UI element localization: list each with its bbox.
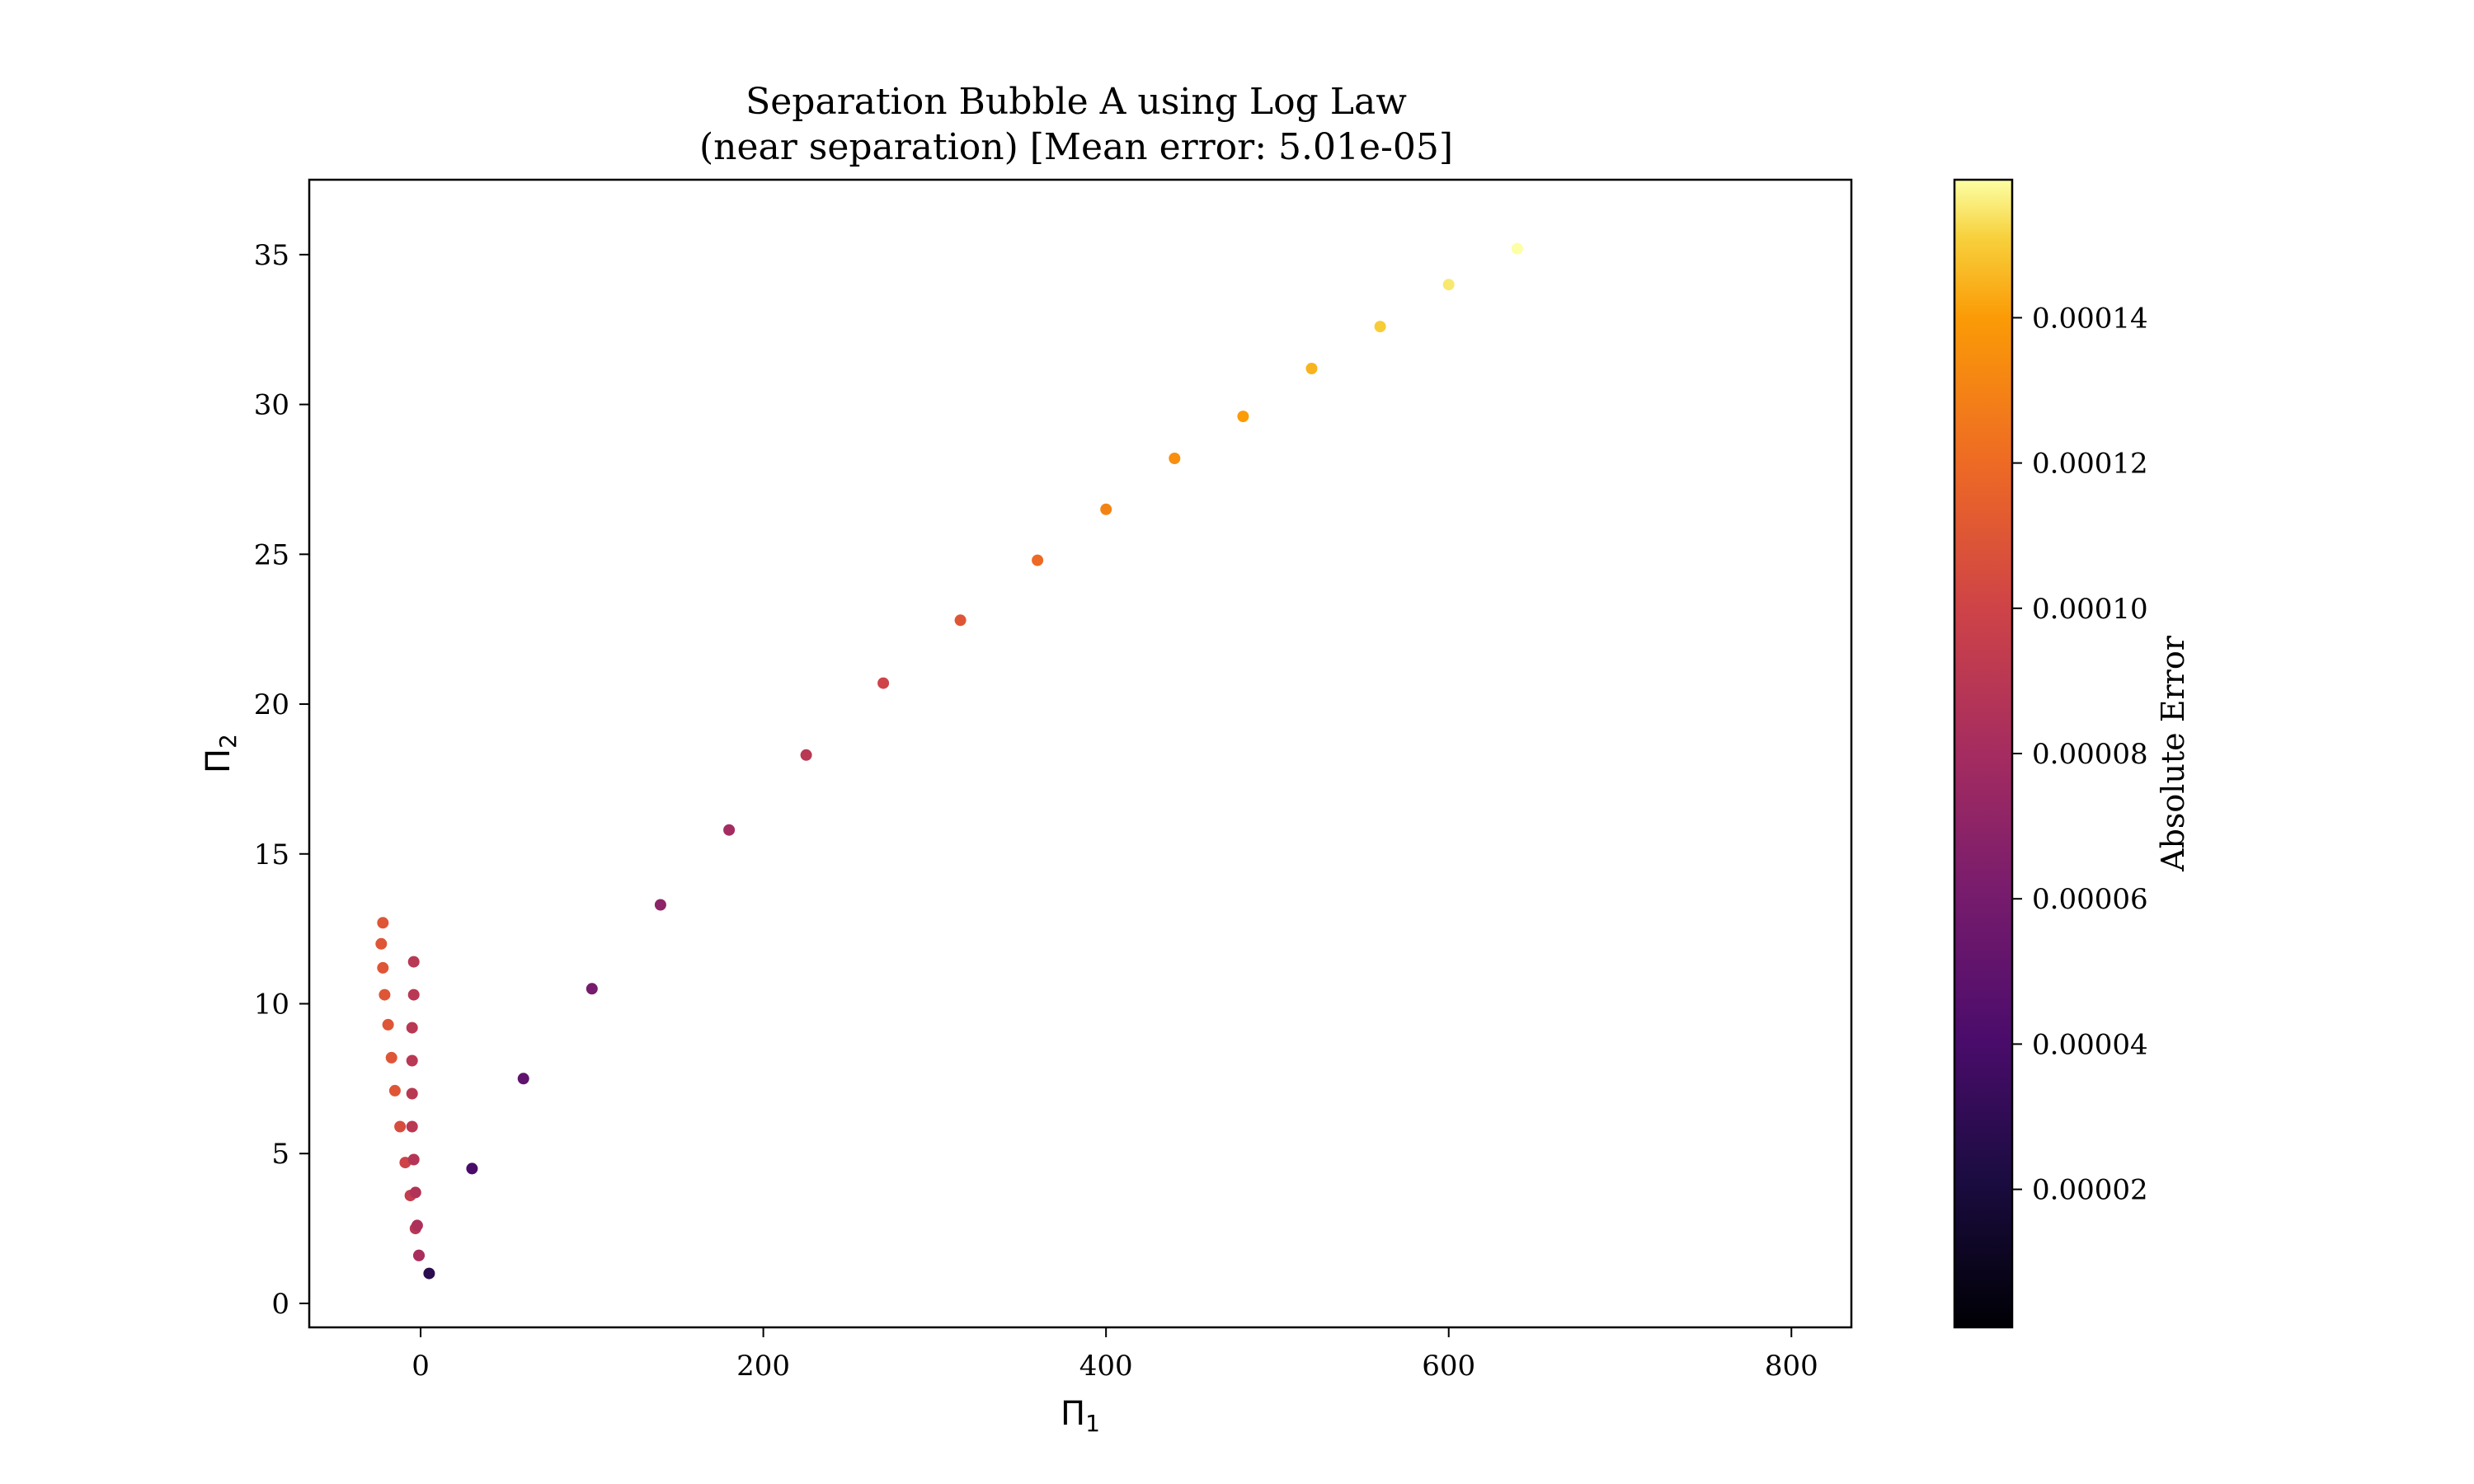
scatter-point xyxy=(411,1219,423,1232)
scatter-point xyxy=(466,1162,478,1175)
x-tick-label: 0 xyxy=(412,1350,430,1383)
colorbar xyxy=(1953,178,2014,1329)
y-tick-label: 35 xyxy=(254,239,289,272)
y-tick-label: 15 xyxy=(254,838,289,871)
scatter-point xyxy=(723,824,736,836)
colorbar-tick-label: 0.00008 xyxy=(2032,738,2148,771)
x-tick-label: 200 xyxy=(736,1350,790,1383)
scatter-point xyxy=(1100,503,1112,515)
colorbar-tick-label: 0.00012 xyxy=(2032,448,2148,481)
scatter-point xyxy=(1305,363,1318,374)
plot-frame xyxy=(308,178,1853,1329)
scatter-point xyxy=(413,1249,425,1261)
scatter-point xyxy=(1237,411,1249,423)
scatter-point xyxy=(406,1120,418,1133)
colorbar-label: Absolute Error xyxy=(2155,635,2191,872)
scatter-points xyxy=(375,242,1523,1280)
y-tick-label: 10 xyxy=(254,988,289,1021)
scatter-point xyxy=(1374,321,1386,333)
colorbar-tick-label: 0.00010 xyxy=(2032,593,2148,626)
scatter-point xyxy=(375,937,388,950)
x-tick-label: 600 xyxy=(1422,1350,1475,1383)
scatter-point xyxy=(1442,279,1455,291)
colorbar-ticks: 0.00002 0.00004 0.00006 0.00008 0.00010 0.000… xyxy=(2012,302,2148,1207)
colorbar-tick-label: 0.00006 xyxy=(2032,883,2148,916)
scatter-point xyxy=(385,1051,397,1064)
chart-title: Separation Bubble A using Log Law (near … xyxy=(699,81,1453,168)
colorbar-tick-label: 0.00002 xyxy=(2032,1174,2148,1207)
x-axis: 0 200 400 600 800 xyxy=(412,1327,1818,1383)
scatter-point xyxy=(379,989,391,1001)
scatter-point xyxy=(800,749,812,761)
scatter-point xyxy=(382,1018,394,1031)
scatter-point xyxy=(406,1021,418,1034)
scatter-point xyxy=(394,1120,407,1133)
title-line-2: (near separation) [Mean error: 5.01e-05] xyxy=(699,126,1453,168)
y-tick-label: 20 xyxy=(254,688,289,721)
y-tick-label: 30 xyxy=(254,389,289,422)
scatter-point xyxy=(406,1054,418,1067)
scatter-point xyxy=(517,1073,529,1085)
x-tick-label: 400 xyxy=(1079,1350,1133,1383)
y-tick-label: 5 xyxy=(271,1138,289,1171)
scatter-point xyxy=(409,1186,421,1199)
scatter-point xyxy=(586,983,598,995)
scatter-point xyxy=(654,899,666,911)
colorbar-tick-label: 0.00014 xyxy=(2032,302,2148,335)
scatter-point xyxy=(954,614,967,627)
scatter-point xyxy=(407,956,420,968)
y-axis-label: Π2 xyxy=(200,734,242,773)
scatter-point xyxy=(1511,242,1523,255)
y-axis: 0 5 10 15 20 25 30 35 xyxy=(254,239,309,1321)
title-line-1: Separation Bubble A using Log Law xyxy=(745,81,1407,123)
scatter-point xyxy=(1169,453,1181,464)
scatter-point xyxy=(407,1153,420,1166)
scatter-point xyxy=(1032,554,1044,566)
colorbar-tick-label: 0.00004 xyxy=(2032,1028,2148,1061)
x-axis-label: Π1 xyxy=(1061,1395,1100,1437)
scatter-point xyxy=(377,917,389,929)
y-tick-label: 0 xyxy=(271,1288,289,1321)
scatter-point xyxy=(877,677,890,689)
scatter-point xyxy=(423,1267,435,1280)
scatter-point xyxy=(406,1087,418,1100)
scatter-point xyxy=(388,1084,401,1097)
scatter-point xyxy=(407,989,420,1001)
x-tick-label: 800 xyxy=(1765,1350,1818,1383)
scatter-point xyxy=(377,961,389,974)
y-tick-label: 25 xyxy=(254,538,289,571)
